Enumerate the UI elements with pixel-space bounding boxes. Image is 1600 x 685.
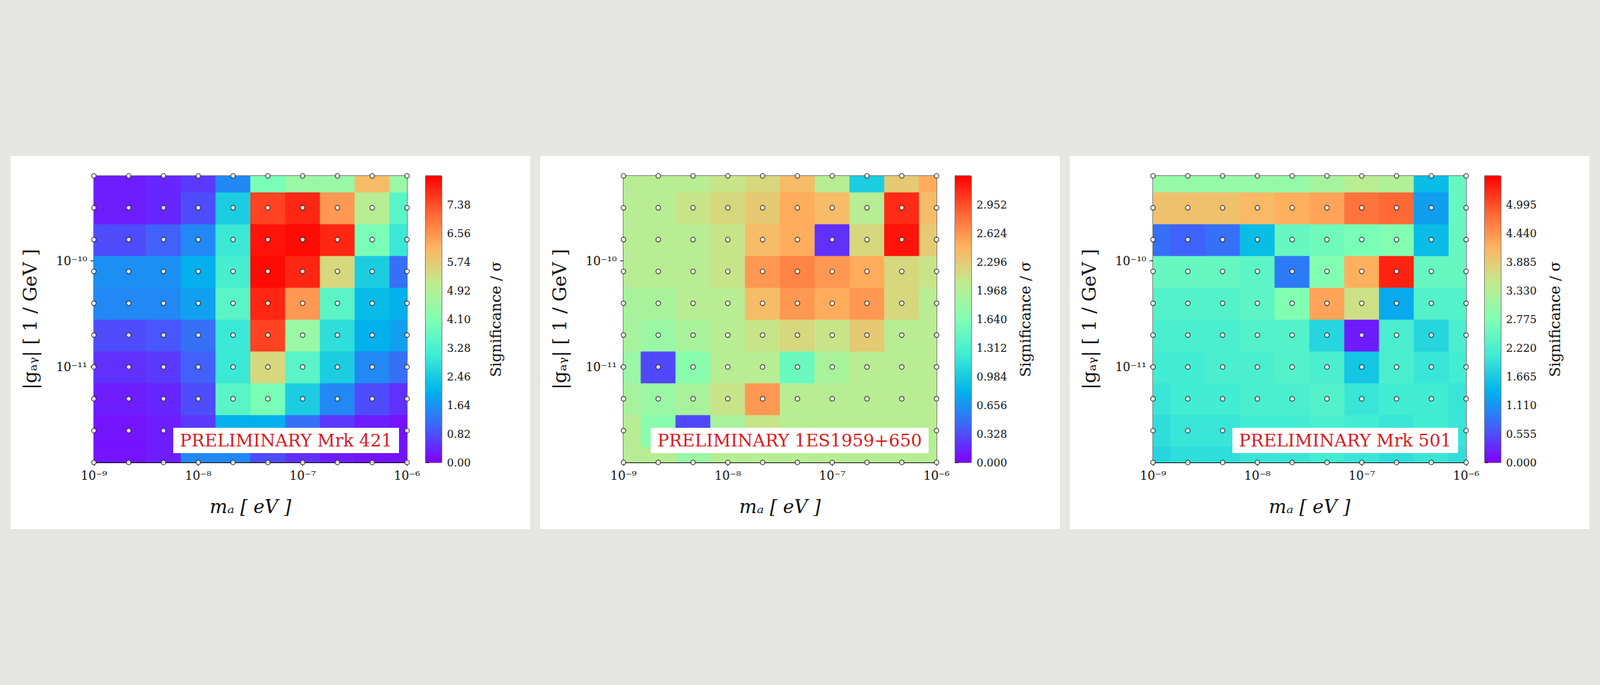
svg-text:0.82: 0.82 bbox=[446, 427, 471, 441]
svg-text:2.46: 2.46 bbox=[446, 370, 471, 384]
svg-text:mₐ [ eV ]: mₐ [ eV ] bbox=[739, 495, 821, 518]
svg-text:2.952: 2.952 bbox=[976, 198, 1008, 212]
svg-text:0.00: 0.00 bbox=[446, 456, 471, 469]
svg-text:|gₐᵧ| [ 1 / GeV ]: |gₐᵧ| [ 1 / GeV ] bbox=[548, 249, 571, 390]
svg-text:10⁻⁶: 10⁻⁶ bbox=[393, 468, 421, 483]
svg-text:2.296: 2.296 bbox=[976, 255, 1008, 269]
svg-text:4.92: 4.92 bbox=[446, 284, 471, 298]
svg-text:10⁻¹¹: 10⁻¹¹ bbox=[1115, 359, 1147, 374]
svg-text:1.968: 1.968 bbox=[976, 284, 1008, 298]
svg-text:4.10: 4.10 bbox=[446, 313, 471, 326]
svg-text:mₐ [ eV ]: mₐ [ eV ] bbox=[1268, 495, 1351, 518]
svg-text:PRELIMINARY Mrk 421: PRELIMINARY Mrk 421 bbox=[179, 430, 393, 451]
svg-text:mₐ [ eV ]: mₐ [ eV ] bbox=[209, 495, 292, 518]
svg-text:10⁻⁸: 10⁻⁸ bbox=[185, 468, 212, 483]
svg-text:10⁻⁷: 10⁻⁷ bbox=[289, 468, 317, 483]
svg-text:0.328: 0.328 bbox=[976, 427, 1008, 441]
svg-text:7.38: 7.38 bbox=[446, 198, 471, 212]
svg-text:10⁻¹⁰: 10⁻¹⁰ bbox=[585, 253, 617, 268]
svg-text:0.656: 0.656 bbox=[976, 399, 1008, 412]
svg-text:3.28: 3.28 bbox=[446, 341, 471, 355]
svg-text:0.984: 0.984 bbox=[976, 370, 1008, 384]
svg-text:10⁻⁸: 10⁻⁸ bbox=[1244, 468, 1271, 483]
svg-text:4.995: 4.995 bbox=[1506, 198, 1537, 212]
svg-text:10⁻⁹: 10⁻⁹ bbox=[1139, 468, 1167, 483]
svg-text:2.775: 2.775 bbox=[1506, 313, 1537, 326]
svg-text:Significance / σ: Significance / σ bbox=[1546, 261, 1564, 377]
svg-text:10⁻⁶: 10⁻⁶ bbox=[1452, 468, 1480, 483]
svg-text:1.665: 1.665 bbox=[1506, 370, 1537, 384]
svg-text:3.330: 3.330 bbox=[1506, 284, 1537, 298]
svg-text:Significance / σ: Significance / σ bbox=[1017, 261, 1034, 377]
svg-text:Significance / σ: Significance / σ bbox=[487, 261, 505, 377]
svg-text:1.640: 1.640 bbox=[976, 313, 1008, 326]
svg-text:6.56: 6.56 bbox=[446, 227, 471, 240]
svg-text:PRELIMINARY Mrk 501: PRELIMINARY Mrk 501 bbox=[1238, 430, 1452, 451]
svg-text:10⁻⁹: 10⁻⁹ bbox=[80, 468, 108, 483]
svg-text:5.74: 5.74 bbox=[446, 255, 471, 269]
svg-text:|gₐᵧ| [ 1 / GeV ]: |gₐᵧ| [ 1 / GeV ] bbox=[1078, 249, 1101, 390]
svg-text:PRELIMINARY 1ES1959+650: PRELIMINARY 1ES1959+650 bbox=[657, 430, 922, 451]
svg-text:1.312: 1.312 bbox=[976, 341, 1008, 355]
svg-text:10⁻¹⁰: 10⁻¹⁰ bbox=[1115, 253, 1147, 268]
svg-text:0.555: 0.555 bbox=[1506, 427, 1537, 441]
svg-text:|gₐᵧ| [ 1 / GeV ]: |gₐᵧ| [ 1 / GeV ] bbox=[19, 249, 42, 390]
svg-text:10⁻⁶: 10⁻⁶ bbox=[923, 468, 950, 483]
svg-text:10⁻¹¹: 10⁻¹¹ bbox=[585, 359, 617, 374]
svg-text:10⁻⁸: 10⁻⁸ bbox=[714, 468, 742, 483]
svg-text:0.000: 0.000 bbox=[1506, 456, 1537, 469]
svg-text:10⁻⁹: 10⁻⁹ bbox=[610, 468, 637, 483]
svg-text:10⁻¹⁰: 10⁻¹⁰ bbox=[55, 253, 88, 268]
svg-text:1.110: 1.110 bbox=[1506, 399, 1537, 412]
svg-text:10⁻⁷: 10⁻⁷ bbox=[1348, 468, 1376, 483]
svg-text:2.624: 2.624 bbox=[976, 227, 1008, 240]
svg-text:3.885: 3.885 bbox=[1506, 255, 1537, 269]
svg-text:4.440: 4.440 bbox=[1506, 227, 1537, 240]
svg-text:2.220: 2.220 bbox=[1506, 341, 1537, 355]
svg-text:0.000: 0.000 bbox=[976, 456, 1008, 469]
svg-text:1.64: 1.64 bbox=[446, 399, 471, 412]
svg-text:10⁻¹¹: 10⁻¹¹ bbox=[55, 359, 88, 374]
svg-text:10⁻⁷: 10⁻⁷ bbox=[819, 468, 846, 483]
